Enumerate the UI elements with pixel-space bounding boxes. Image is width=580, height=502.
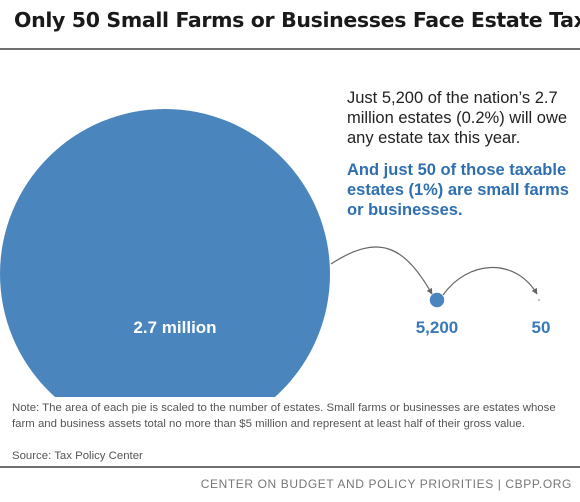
footer-divider	[0, 466, 580, 468]
annotation-highlight: And just 50 of those taxable estates (1%…	[347, 161, 569, 219]
connector-arrow-0	[330, 246, 433, 295]
chart-source: Source: Tax Policy Center	[12, 450, 143, 462]
bubble-label-0: 2.7 million	[133, 318, 216, 337]
bubble-1	[429, 292, 445, 308]
annotation-text: Just 5,200 of the nation’s 2.7 million e…	[347, 89, 568, 147]
title-divider	[0, 48, 580, 50]
chart-note: Note: The area of each pie is scaled to …	[12, 402, 556, 430]
connector-arrow-1	[442, 266, 538, 296]
bubble-label-2: 50	[532, 318, 551, 337]
bubble-0	[0, 109, 330, 397]
bubble-2	[538, 299, 540, 301]
chart-title: Only 50 Small Farms or Businesses Face E…	[14, 8, 580, 32]
bubble-label-1: 5,200	[416, 318, 459, 337]
organization-credit: CENTER ON BUDGET AND POLICY PRIORITIES |…	[200, 477, 572, 491]
bubble-chart: 2.7 million 5,200 50	[0, 109, 551, 397]
